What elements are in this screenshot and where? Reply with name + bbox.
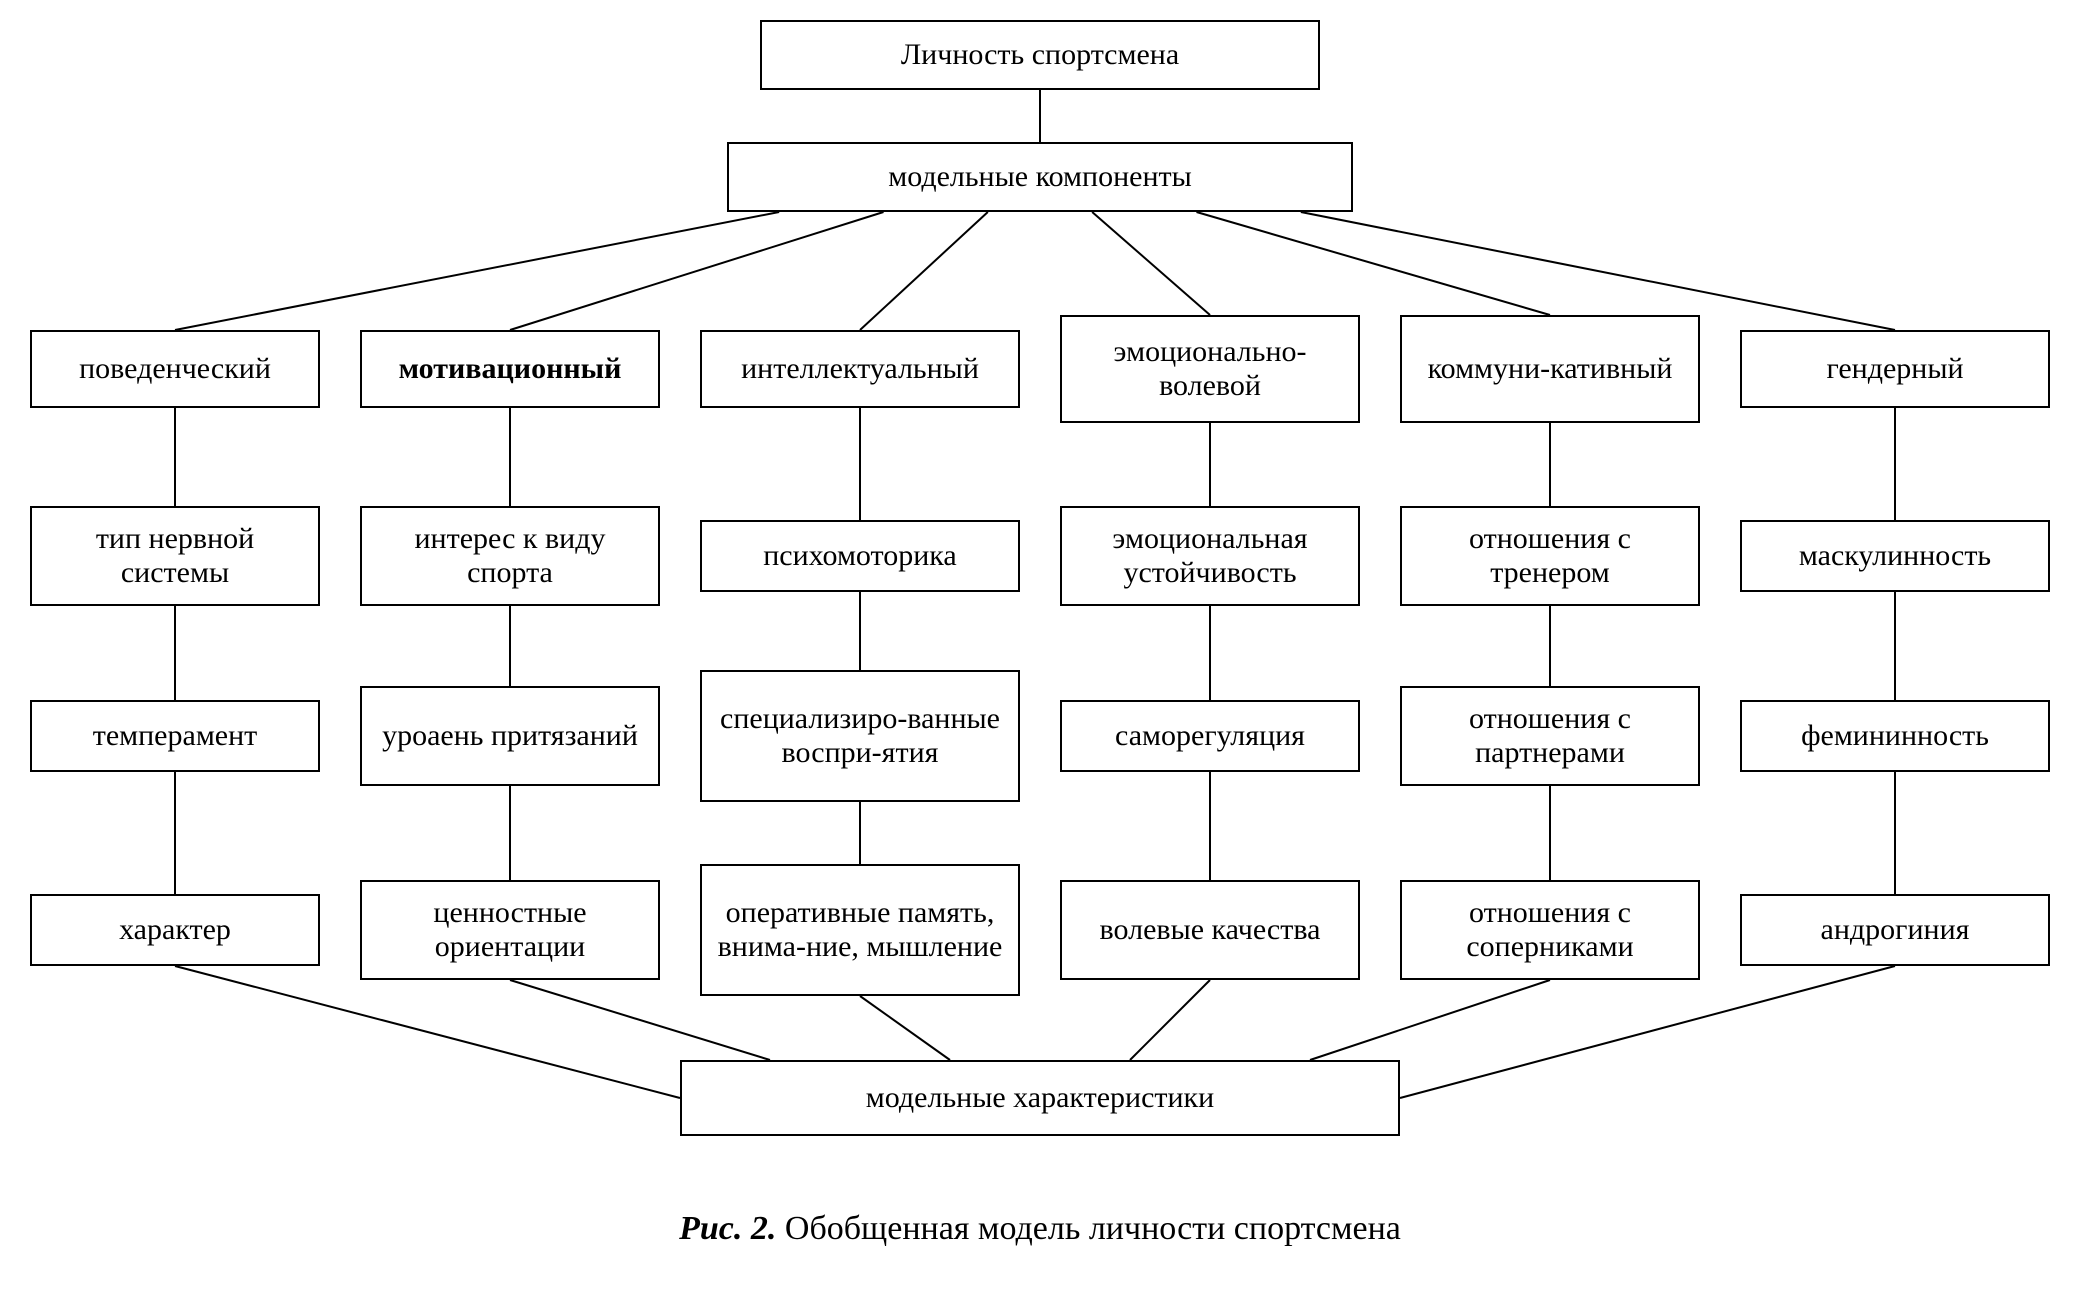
edge-modelk-c5 [1197,212,1551,315]
edge-modelk-c3 [860,212,988,330]
node-label: саморегуляция [1115,719,1305,754]
node-label: тип нервной системы [42,522,308,591]
node-c2c: ценностные ориентации [360,880,660,980]
node-label: психомоторика [763,539,957,574]
node-label: интерес к виду спорта [372,522,648,591]
node-label: ценностные ориентации [372,896,648,965]
node-label: Личность спортсмена [901,38,1179,73]
node-label: уроаень притязаний [382,719,638,754]
node-c6c: андрогиния [1740,894,2050,966]
caption-text: Обобщенная модель личности спортсмена [776,1210,1400,1247]
node-c1a: тип нервной системы [30,506,320,606]
node-c2: мотивационный [360,330,660,408]
node-label: гендерный [1826,352,1963,387]
edge-modelk-c1 [175,212,779,330]
edge-c3c-modelch [860,996,950,1060]
node-label: волевые качества [1100,913,1321,948]
node-c2b: уроаень притязаний [360,686,660,786]
node-label: эмоционально-волевой [1072,335,1348,404]
node-c5a: отношения с тренером [1400,506,1700,606]
node-label: поведенческий [79,352,271,387]
edge-c5c-modelch [1310,980,1550,1060]
node-c3: интеллектуальный [700,330,1020,408]
node-label: эмоциональная устойчивость [1072,522,1348,591]
node-label: темперамент [93,719,258,754]
node-c3a: психомоторика [700,520,1020,592]
figure-caption: Рис. 2. Обобщенная модель личности спорт… [420,1210,1660,1248]
node-c4a: эмоциональная устойчивость [1060,506,1360,606]
node-c4c: волевые качества [1060,880,1360,980]
node-label: отношения с соперниками [1412,896,1688,965]
node-label: отношения с тренером [1412,522,1688,591]
caption-prefix: Рис. 2. [679,1210,776,1247]
node-c1: поведенческий [30,330,320,408]
node-label: характер [119,913,231,948]
edge-c6c-modelch [1400,966,1895,1098]
node-root: Личность спортсмена [760,20,1320,90]
node-c6b: фемининность [1740,700,2050,772]
node-c3b: специализиро-ванные воспри-ятия [700,670,1020,802]
node-c6: гендерный [1740,330,2050,408]
node-c4b: саморегуляция [1060,700,1360,772]
node-label: коммуни-кативный [1428,352,1673,387]
node-label: отношения с партнерами [1412,702,1688,771]
node-c1b: темперамент [30,700,320,772]
node-c5c: отношения с соперниками [1400,880,1700,980]
node-label: фемининность [1801,719,1989,754]
node-c5: коммуни-кативный [1400,315,1700,423]
node-label: маскулинность [1799,539,1991,574]
node-modelk: модельные компоненты [727,142,1353,212]
node-label: интеллектуальный [741,352,979,387]
node-c2a: интерес к виду спорта [360,506,660,606]
node-c4: эмоционально-волевой [1060,315,1360,423]
node-label: андрогиния [1821,913,1970,948]
diagram-stage: Рис. 2. Обобщенная модель личности спорт… [0,0,2085,1300]
edge-modelk-c2 [510,212,884,330]
node-c5b: отношения с партнерами [1400,686,1700,786]
node-label: мотивационный [399,352,622,387]
node-c6a: маскулинность [1740,520,2050,592]
node-label: оперативные память, внима-ние, мышление [712,896,1008,965]
edge-modelk-c6 [1301,212,1895,330]
node-label: модельные компоненты [888,160,1192,195]
edge-modelk-c4 [1092,212,1210,315]
node-modelch: модельные характеристики [680,1060,1400,1136]
node-c3c: оперативные память, внима-ние, мышление [700,864,1020,996]
edge-c1c-modelch [175,966,680,1098]
node-label: специализиро-ванные воспри-ятия [712,702,1008,771]
edge-c4c-modelch [1130,980,1210,1060]
node-label: модельные характеристики [866,1081,1214,1116]
node-c1c: характер [30,894,320,966]
